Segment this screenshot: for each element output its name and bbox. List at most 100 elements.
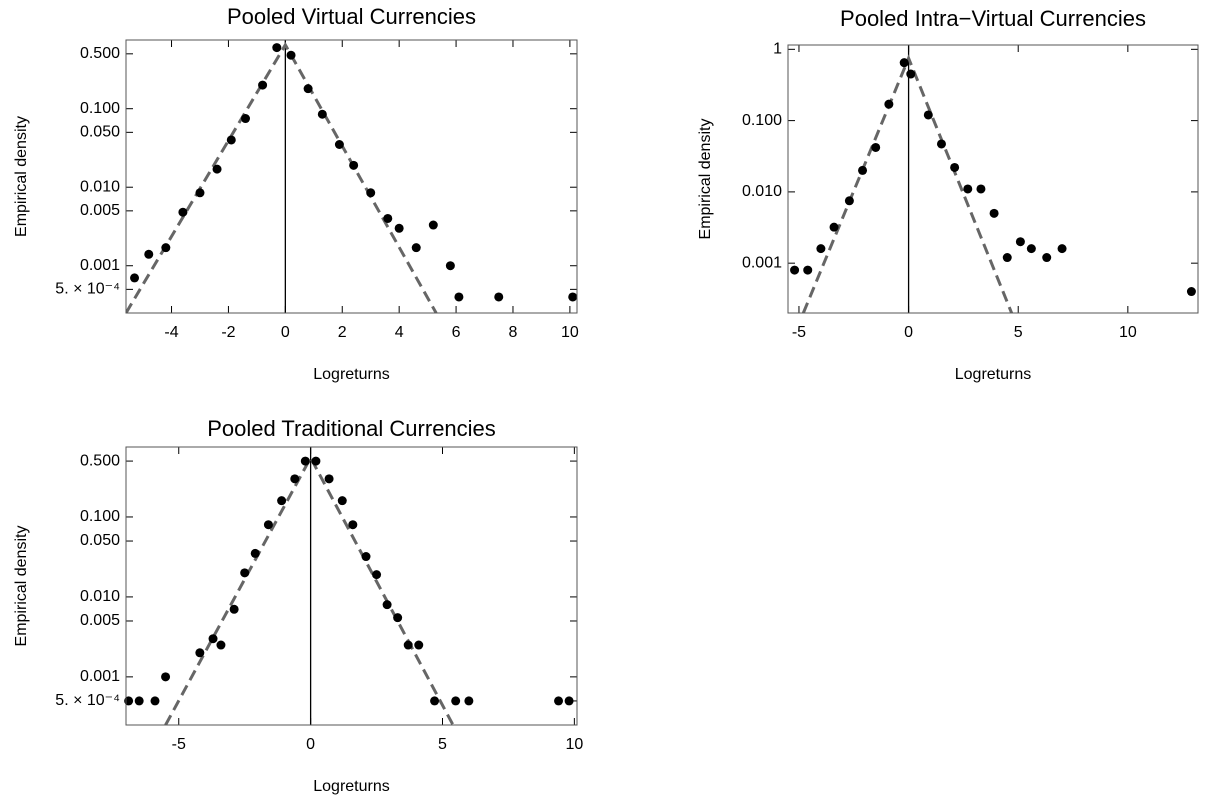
frame xyxy=(125,39,578,314)
point xyxy=(361,552,371,562)
point xyxy=(372,570,382,580)
y-tick-label: 5. × 10⁻⁴ xyxy=(55,692,120,709)
x-tick-label: 0 xyxy=(306,736,315,753)
point xyxy=(430,696,440,706)
x-tick-label: 10 xyxy=(561,324,579,341)
point xyxy=(1026,244,1036,254)
point xyxy=(816,244,826,254)
y-tick-label: 0.500 xyxy=(80,45,120,62)
point xyxy=(178,207,188,217)
point xyxy=(134,696,144,706)
y-tick-label: 0.010 xyxy=(80,588,120,605)
chart-title: Pooled Intra−Virtual Currencies xyxy=(840,6,1146,31)
y-tick-label: 0.100 xyxy=(80,100,120,117)
panel: Pooled Traditional Currencies Logreturns E… xyxy=(13,416,583,795)
point xyxy=(1015,237,1025,247)
y-tick-label: 0.010 xyxy=(742,183,782,200)
fit-line xyxy=(164,454,455,725)
point xyxy=(451,696,461,706)
chart-title: Pooled Traditional Currencies xyxy=(207,416,496,441)
y-tick-label: 0.100 xyxy=(80,508,120,525)
point xyxy=(337,496,347,506)
point xyxy=(324,474,334,484)
point xyxy=(334,140,344,150)
point xyxy=(568,292,578,302)
y-tick-label: 0.050 xyxy=(80,532,120,549)
x-tick-label: -2 xyxy=(221,324,235,341)
point xyxy=(144,249,154,259)
point xyxy=(411,243,421,253)
panel: Pooled Virtual Currencies Logreturns Empir… xyxy=(13,4,579,383)
y-tick-label: 0.005 xyxy=(80,612,120,629)
x-tick-label: 5 xyxy=(438,736,447,753)
point xyxy=(161,243,171,253)
point xyxy=(428,220,438,230)
x-axis-label: Logreturns xyxy=(313,778,390,795)
point xyxy=(382,600,392,610)
point xyxy=(216,640,226,650)
y-tick-label: 0.050 xyxy=(80,124,120,141)
point xyxy=(464,696,474,706)
point xyxy=(858,165,868,175)
point xyxy=(454,292,464,302)
point xyxy=(393,613,403,623)
point xyxy=(394,223,404,233)
point xyxy=(130,273,140,283)
point xyxy=(195,648,205,658)
point xyxy=(349,160,359,170)
x-tick-label: 4 xyxy=(395,324,404,341)
point xyxy=(290,474,300,484)
x-tick-label: 2 xyxy=(338,324,347,341)
point xyxy=(445,261,455,271)
point xyxy=(311,456,321,466)
point xyxy=(1002,253,1012,263)
point xyxy=(414,640,424,650)
point xyxy=(212,164,222,174)
x-tick-label: 8 xyxy=(509,324,518,341)
y-tick-label: 0.500 xyxy=(80,452,120,469)
y-tick-label: 0.010 xyxy=(80,178,120,195)
point xyxy=(989,208,999,218)
point xyxy=(899,58,909,68)
point xyxy=(923,110,933,120)
panel: Pooled Intra−Virtual Currencies Logreturn… xyxy=(697,6,1199,383)
point xyxy=(272,43,282,53)
x-tick-label: 5 xyxy=(1014,324,1023,341)
point xyxy=(1042,253,1052,263)
y-tick-label: 0.100 xyxy=(742,112,782,129)
y-tick-label: 0.001 xyxy=(742,254,782,271)
x-tick-label: -5 xyxy=(792,324,806,341)
point xyxy=(403,640,413,650)
point xyxy=(871,142,881,152)
point xyxy=(317,109,327,119)
point xyxy=(1186,287,1196,297)
frame xyxy=(125,446,578,726)
x-tick-label: 0 xyxy=(281,324,290,341)
point xyxy=(963,184,973,194)
point xyxy=(300,456,310,466)
point xyxy=(494,292,504,302)
fit-line xyxy=(126,41,438,313)
point xyxy=(554,696,564,706)
point xyxy=(976,184,986,194)
y-axis-label: Empirical density xyxy=(13,526,30,647)
x-axis-label: Logreturns xyxy=(313,366,390,383)
x-tick-label: -4 xyxy=(164,324,178,341)
point xyxy=(564,696,574,706)
y-tick-label: 0.001 xyxy=(80,668,120,685)
point xyxy=(161,672,171,682)
point xyxy=(803,265,813,275)
point xyxy=(790,265,800,275)
point xyxy=(906,69,916,79)
point xyxy=(286,50,296,60)
point xyxy=(263,520,273,530)
point xyxy=(195,188,205,198)
point xyxy=(277,496,287,506)
x-tick-label: 10 xyxy=(1119,324,1137,341)
y-tick-label: 5. × 10⁻⁴ xyxy=(55,281,120,298)
point xyxy=(241,114,251,124)
point xyxy=(366,188,376,198)
point xyxy=(124,696,134,706)
x-tick-label: 0 xyxy=(904,324,913,341)
